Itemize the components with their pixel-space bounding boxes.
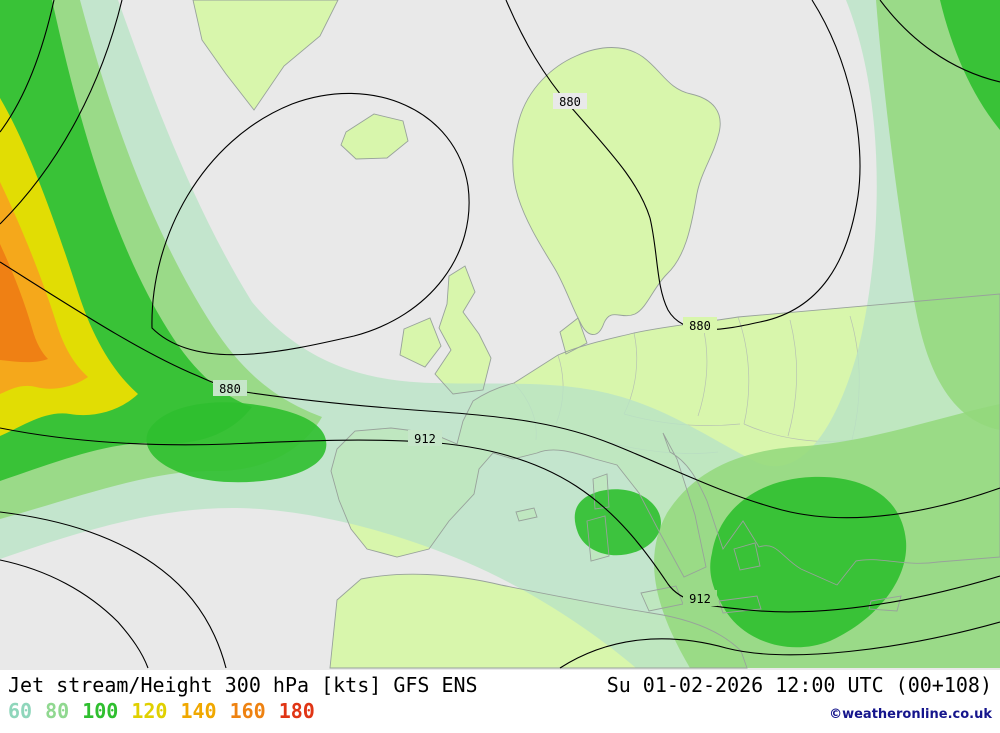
valid-time: Su 01-02-2026 12:00 UTC (00+108) [606, 673, 992, 697]
contour-label-912-1: 912 [408, 430, 442, 446]
contour-line-topright [879, 0, 1000, 83]
height-contours [0, 0, 1000, 669]
contour-label-880-1: 880 [553, 93, 587, 109]
legend-value-120: 120 [131, 699, 168, 723]
legend-value-160: 160 [229, 699, 266, 723]
contour-line-closed-low [151, 92, 470, 356]
contour-line-912-main [0, 427, 1000, 613]
legend-value-100: 100 [82, 699, 119, 723]
contour-label-880-2: 880 [683, 317, 717, 333]
svg-text:912: 912 [689, 592, 711, 606]
jet-stream-map: 880 880 880 912 912 [0, 0, 1000, 670]
contour-label-880-3: 880 [213, 380, 247, 396]
contour-labels: 880 880 880 912 912 [213, 93, 717, 606]
product-title: Jet stream/Height 300 hPa [kts] GFS ENS [8, 673, 478, 697]
legend-value-60: 60 [8, 699, 33, 723]
contour-line-southwest-2 [0, 559, 149, 669]
legend-value-180: 180 [278, 699, 315, 723]
contour-line-topleft-1 [0, 0, 55, 133]
svg-text:912: 912 [414, 432, 436, 446]
legend-value-80: 80 [45, 699, 70, 723]
contour-line-topleft-2 [0, 0, 123, 225]
jet-level-160 [0, 244, 48, 363]
svg-text:880: 880 [219, 382, 241, 396]
speed-legend: 60 80 100 120 140 160 180 [8, 698, 328, 725]
contour-line-880-main [0, 261, 1000, 519]
legend-value-140: 140 [180, 699, 217, 723]
svg-text:880: 880 [559, 95, 581, 109]
contour-line-southeast [559, 621, 1000, 669]
copyright-link[interactable]: ©weatheronline.co.uk [829, 707, 992, 722]
footer: Jet stream/Height 300 hPa [kts] GFS ENS … [0, 670, 1000, 733]
contour-line-southwest-1 [0, 511, 227, 669]
contour-label-912-2: 912 [683, 590, 717, 606]
svg-text:880: 880 [689, 319, 711, 333]
